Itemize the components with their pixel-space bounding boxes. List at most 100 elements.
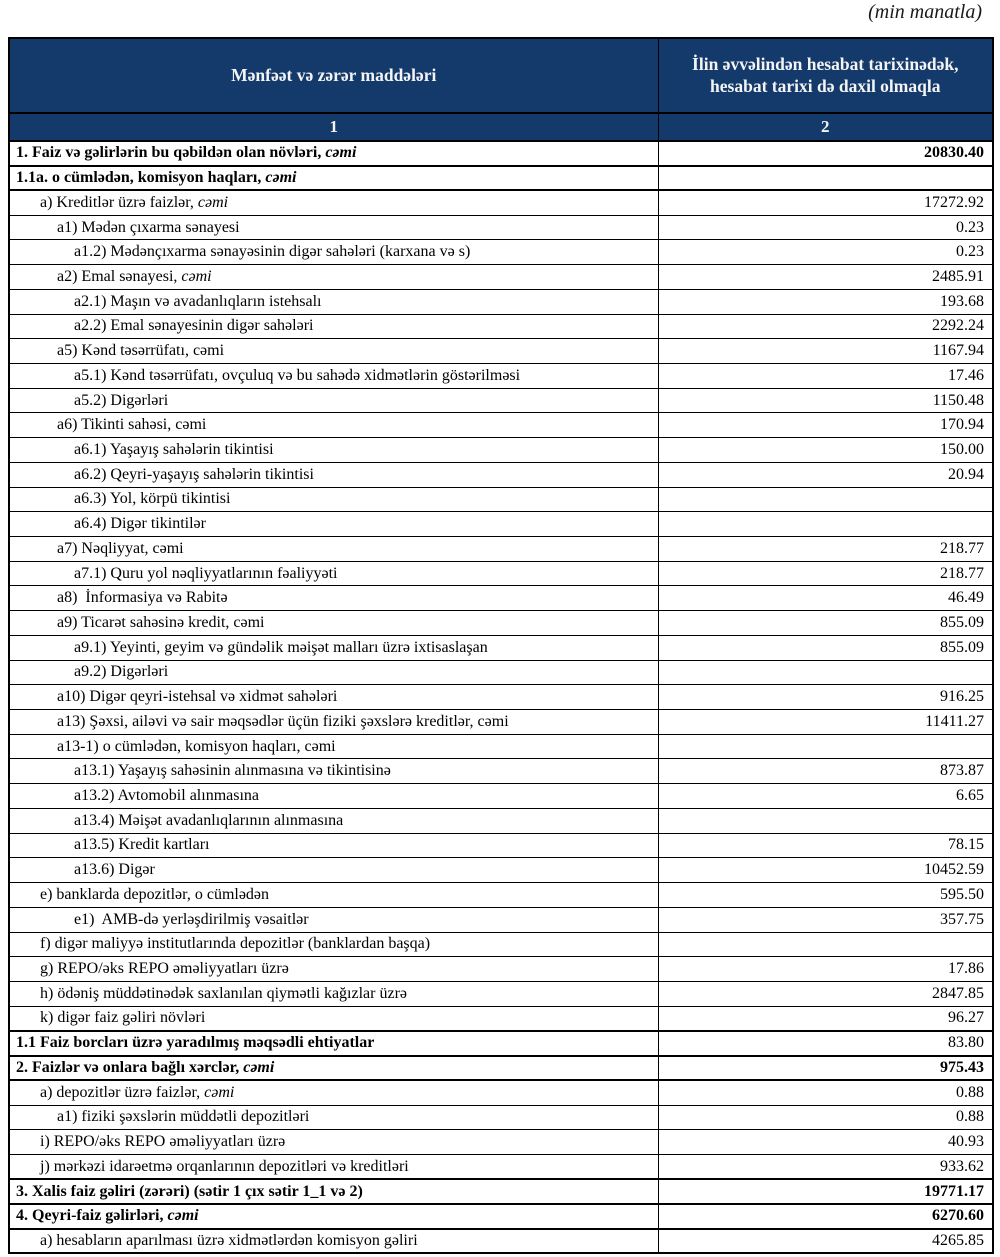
row-value: 0.23	[657, 239, 994, 266]
row-value: 150.00	[657, 437, 994, 463]
row-value: 20.94	[657, 461, 994, 488]
row-label-italic-suffix: cəmi	[167, 1207, 199, 1225]
row-value: 78.15	[657, 832, 994, 859]
table-row: j) mərkəzi idarəetmə orqanlarının depozi…	[8, 1153, 994, 1180]
row-value: 1167.94	[657, 338, 994, 364]
row-value: 40.93	[657, 1129, 994, 1155]
row-label: i) REPO/əks REPO əməliyyatları üzrə	[8, 1129, 659, 1155]
column-header-period: İlin əvvəlindən hesabat tarixinədək, hes…	[657, 37, 994, 114]
row-value: 2485.91	[657, 264, 994, 290]
row-value: 46.49	[657, 585, 994, 612]
table-row: a13.2) Avtomobil alınmasına 6.65	[8, 783, 994, 809]
row-value: 595.50	[657, 882, 994, 908]
row-label: a1) Mədən çıxarma sənayesi	[8, 214, 659, 241]
row-value: 19771.17	[657, 1178, 994, 1205]
row-label: a) Kreditlər üzrə faizlər, cəmi	[8, 189, 659, 216]
row-label: a13.6) Digər	[8, 857, 659, 884]
row-value: 193.68	[657, 288, 994, 315]
row-label: 4. Qeyri-faiz gəlirləri, cəmi	[8, 1202, 659, 1230]
column-index-row: 1 2	[8, 112, 994, 142]
table-row: a13.1) Yaşayış sahəsinin alınmasına və t…	[8, 758, 994, 785]
row-label: a7.1) Quru yol nəqliyyatlarının fəaliyyə…	[8, 560, 659, 587]
row-value: 218.77	[657, 536, 994, 562]
row-value	[657, 733, 994, 760]
row-value: 0.88	[657, 1104, 994, 1131]
table-row: 4. Qeyri-faiz gəlirləri, cəmi 6270.60	[8, 1202, 994, 1230]
row-value: 2292.24	[657, 313, 994, 340]
table-header: Mənfəət və zərər maddələri İlin əvvəlind…	[8, 37, 994, 142]
row-value: 83.80	[657, 1029, 994, 1057]
row-label: f) digər maliyyə institutlarında depozit…	[8, 931, 659, 958]
row-label: a) hesabların aparılması üzrə xidmətlərd…	[8, 1228, 659, 1254]
table-row: a13.4) Məişət avadanlıqlarının alınmasın…	[8, 807, 994, 834]
table-row: i) REPO/əks REPO əməliyyatları üzrə 40.93	[8, 1129, 994, 1155]
row-label: k) digər faiz gəliri növləri	[8, 1005, 659, 1032]
row-label: a6) Tikinti sahəsi, cəmi	[8, 412, 659, 439]
row-value: 855.09	[657, 610, 994, 636]
row-label-italic-suffix: cəmi	[204, 1083, 235, 1101]
table-row: k) digər faiz gəliri növləri 96.27	[8, 1005, 994, 1032]
table-body: 1. Faiz və gəlirlərin bu qəbildən olan n…	[8, 140, 994, 1254]
row-value	[657, 807, 994, 834]
row-value: 17.86	[657, 956, 994, 982]
row-label: 1. Faiz və gəlirlərin bu qəbildən olan n…	[8, 140, 659, 167]
row-label: a13.2) Avtomobil alınmasına	[8, 783, 659, 809]
row-label: e) banklarda depozitlər, o cümlədən	[8, 882, 659, 908]
row-value	[657, 486, 994, 513]
row-label: a2.2) Emal sənayesinin digər sahələri	[8, 313, 659, 340]
table-row: a13.6) Digər 10452.59	[8, 857, 994, 884]
row-label-italic-suffix: cəmi	[265, 169, 297, 187]
table-row: a) depozitlər üzrə faizlər, cəmi 0.88	[8, 1079, 994, 1106]
row-label: a13.1) Yaşayış sahəsinin alınmasına və t…	[8, 758, 659, 785]
table-row: a2.2) Emal sənayesinin digər sahələri 229…	[8, 313, 994, 340]
table-row: 1.1 Faiz borcları üzrə yaradılmış məqsəd…	[8, 1029, 994, 1057]
row-value: 975.43	[657, 1054, 994, 1082]
table-row: g) REPO/əks REPO əməliyyatları üzrə 17.86	[8, 956, 994, 982]
table-row: a9) Ticarət sahəsinə kredit, cəmi 855.09	[8, 610, 994, 636]
row-label: a5.1) Kənd təsərrüfatı, ovçuluq və bu sa…	[8, 362, 659, 389]
table-row: a6) Tikinti sahəsi, cəmi 170.94	[8, 412, 994, 439]
row-label: a2.1) Maşın və avadanlıqların istehsalı	[8, 288, 659, 315]
row-label: j) mərkəzi idarəetmə orqanlarının depozi…	[8, 1153, 659, 1180]
row-value	[657, 931, 994, 958]
row-label-italic-suffix: cəmi	[325, 144, 357, 162]
table-row: a1.2) Mədənçıxarma sənayəsinin digər sah…	[8, 239, 994, 266]
row-value: 6.65	[657, 783, 994, 809]
row-label: a9) Ticarət sahəsinə kredit, cəmi	[8, 610, 659, 636]
table-row: e) banklarda depozitlər, o cümlədən 595.5…	[8, 882, 994, 908]
table-row: 1. Faiz və gəlirlərin bu qəbildən olan n…	[8, 140, 994, 167]
table-row: a13-1) o cümlədən, komisyon haqları, cəm…	[8, 733, 994, 760]
row-label: a6.1) Yaşayış sahələrin tikintisi	[8, 437, 659, 463]
row-label-italic-suffix: cəmi	[243, 1058, 275, 1076]
table-row: f) digər maliyyə institutlarında depozit…	[8, 931, 994, 958]
row-label: a13.5) Kredit kartları	[8, 832, 659, 859]
table-row: a) Kreditlər üzrə faizlər, cəmi 17272.92	[8, 189, 994, 216]
table-row: 2. Faizlər və onlara bağlı xərclər, cəmi…	[8, 1054, 994, 1082]
row-label: 3. Xalis faiz gəliri (zərəri) (sətir 1 ç…	[8, 1178, 659, 1205]
row-label: a6.4) Digər tikintilər	[8, 511, 659, 537]
table-row: a1) fiziki şəxslərin müddətli depozitlər…	[8, 1104, 994, 1131]
row-label: a5) Kənd təsərrüfatı, cəmi	[8, 338, 659, 364]
table-row: a) hesabların aparılması üzrə xidmətlərd…	[8, 1228, 994, 1254]
table-row: a13.5) Kredit kartları 78.15	[8, 832, 994, 859]
row-value: 17.46	[657, 362, 994, 389]
row-label: a) depozitlər üzrə faizlər, cəmi	[8, 1079, 659, 1106]
table-row: a10) Digər qeyri-istehsal və xidmət sahə…	[8, 684, 994, 711]
row-value	[657, 164, 994, 192]
header-row: Mənfəət və zərər maddələri İlin əvvəlind…	[8, 37, 994, 114]
currency-unit-note: (min manatla)	[868, 1, 982, 23]
row-label: a13-1) o cümlədən, komisyon haqları, cəm…	[8, 733, 659, 760]
row-value: 218.77	[657, 560, 994, 587]
row-value: 96.27	[657, 1005, 994, 1032]
row-label: a9.1) Yeyinti, geyim və gündəlik məişət …	[8, 634, 659, 661]
row-label: a5.2) Digərləri	[8, 387, 659, 414]
row-label: a6.3) Yol, körpü tikintisi	[8, 486, 659, 513]
row-value: 17272.92	[657, 189, 994, 216]
column-index-1: 1	[8, 112, 659, 142]
table-row: a6.4) Digər tikintilər	[8, 511, 994, 537]
row-value: 11411.27	[657, 709, 994, 735]
row-value: 4265.85	[657, 1228, 994, 1254]
row-value: 916.25	[657, 684, 994, 711]
row-label-italic-suffix: cəmi	[181, 267, 212, 285]
row-label: a1.2) Mədənçıxarma sənayəsinin digər sah…	[8, 239, 659, 266]
